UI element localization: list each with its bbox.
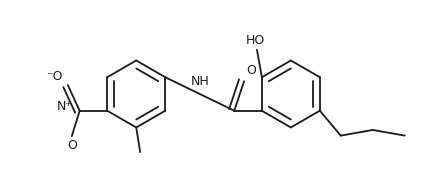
Text: N⁺: N⁺ [57, 100, 73, 113]
Text: O: O [246, 64, 256, 77]
Text: NH: NH [191, 75, 209, 88]
Text: O: O [67, 139, 77, 152]
Text: ⁻O: ⁻O [46, 70, 63, 83]
Text: HO: HO [246, 34, 265, 47]
